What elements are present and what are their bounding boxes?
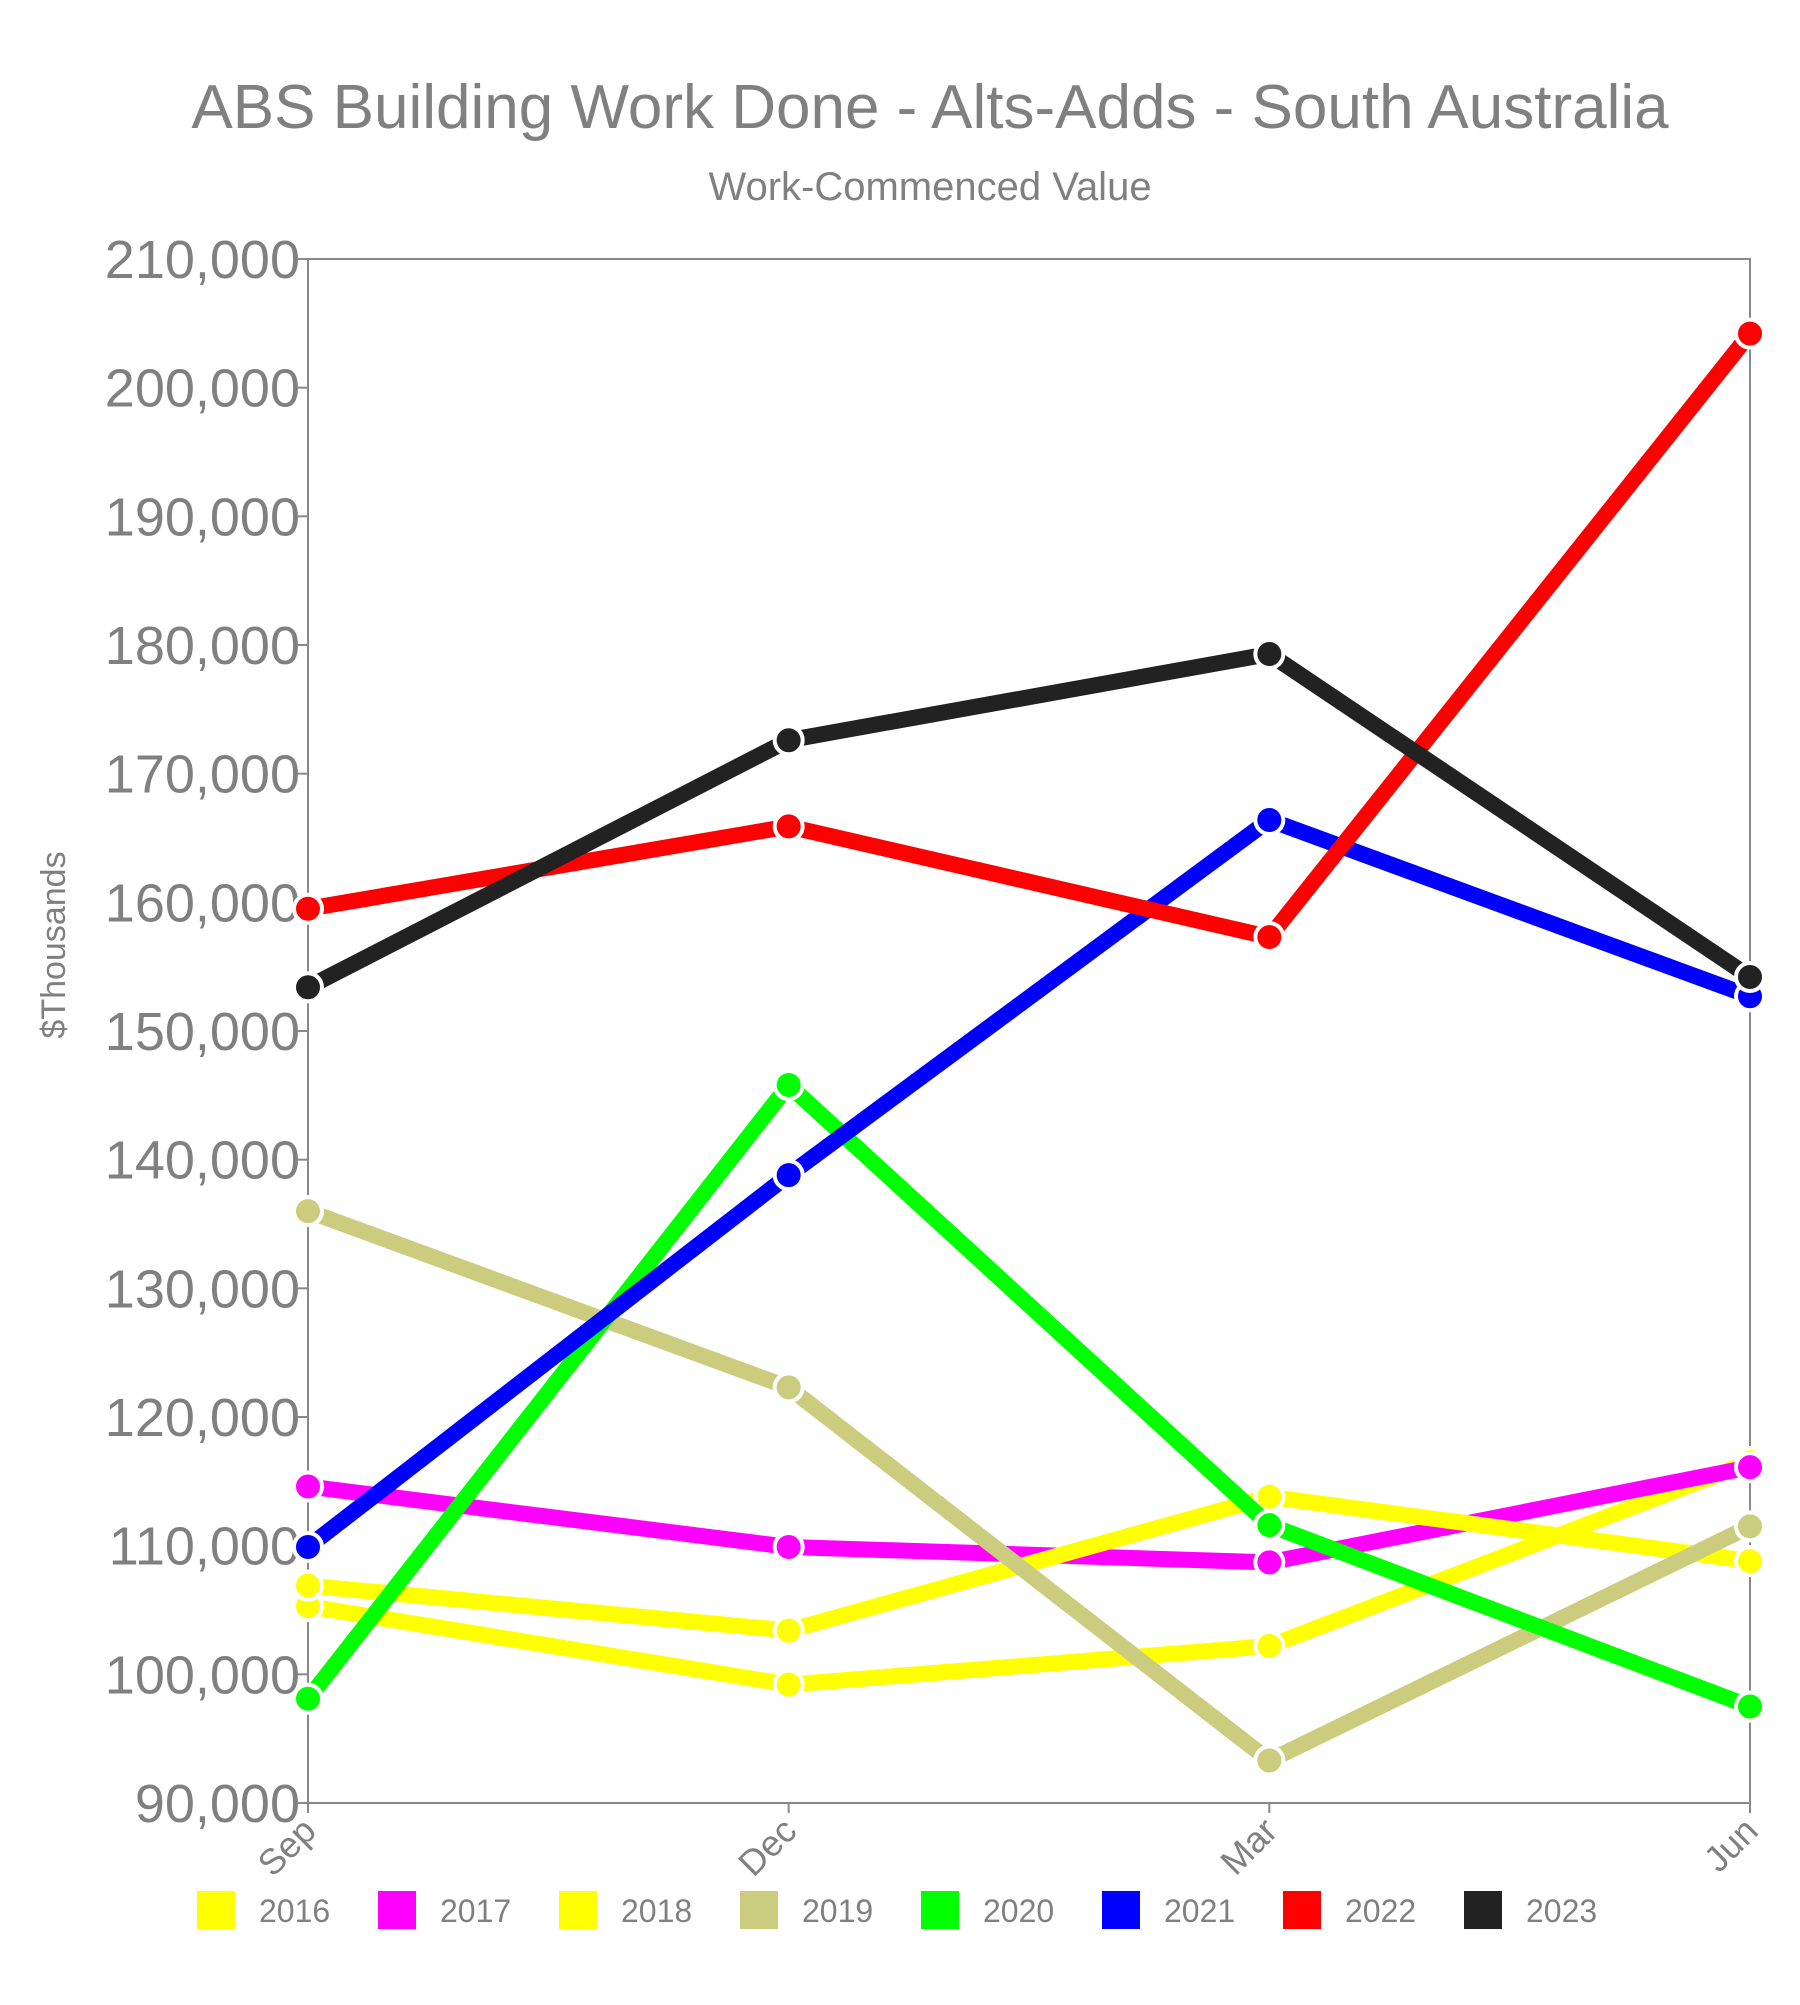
y-tick-label: 150,000: [105, 1002, 300, 1062]
data-point-2021: [292, 1530, 324, 1563]
data-point-2020: [292, 1682, 324, 1715]
legend-label-2023: 2023: [1526, 1893, 1597, 1929]
x-tick-label: Dec: [730, 1810, 804, 1884]
data-point-2023: [292, 971, 324, 1004]
y-tick-label: 140,000: [105, 1131, 300, 1191]
legend-swatch-2017: [378, 1891, 416, 1929]
data-point-2019: [292, 1195, 324, 1228]
data-point-2023: [772, 724, 805, 757]
series-line-2016: [300, 1454, 1758, 1693]
data-point-2016: [1253, 1630, 1286, 1663]
legend-label-2021: 2021: [1164, 1893, 1235, 1929]
legend-swatch-2018: [559, 1891, 597, 1929]
legend-label-2017: 2017: [440, 1893, 511, 1929]
y-tick-label: 130,000: [105, 1259, 300, 1319]
legend-swatch-2019: [740, 1891, 778, 1929]
data-point-2019: [1734, 1510, 1766, 1543]
data-point-2022: [772, 810, 805, 843]
series-2017: [292, 1451, 1766, 1579]
data-point-2020: [1253, 1509, 1286, 1542]
y-tick-label: 210,000: [105, 230, 300, 290]
data-point-2020: [1734, 1690, 1766, 1723]
legend-swatch-2021: [1102, 1891, 1140, 1929]
data-point-2022: [1734, 317, 1766, 350]
series-2022: [292, 317, 1766, 954]
y-axis-label: $Thousands: [35, 851, 73, 1038]
series-line-2019: [300, 1203, 1758, 1769]
y-tick-label: 200,000: [105, 359, 300, 419]
series-2020: [292, 1069, 1766, 1723]
legend-swatch-2016: [197, 1891, 235, 1929]
series-line-2017: [300, 1459, 1758, 1571]
data-point-2022: [1253, 921, 1286, 954]
y-tick-label: 160,000: [105, 873, 300, 933]
data-point-2019: [772, 1371, 805, 1404]
legend-item-2017: 2017: [378, 1891, 511, 1929]
series-2023: [292, 638, 1766, 1004]
y-tick-label: 110,000: [109, 1517, 300, 1577]
series-2019: [292, 1195, 1766, 1777]
y-tick-label: 180,000: [105, 616, 300, 676]
data-point-2022: [292, 892, 324, 925]
legend-label-2016: 2016: [259, 1893, 330, 1929]
legend-label-2019: 2019: [802, 1893, 873, 1929]
data-point-2019: [1253, 1744, 1286, 1777]
y-tick-label: 120,000: [105, 1388, 300, 1448]
data-point-2021: [772, 1159, 805, 1192]
series-line-2022: [300, 325, 1758, 946]
y-tick-label: 100,000: [105, 1645, 300, 1705]
series-line-2021: [300, 811, 1758, 1555]
legend-label-2020: 2020: [983, 1893, 1054, 1929]
y-tick-label: 190,000: [105, 487, 300, 547]
legend-item-2020: 2020: [921, 1891, 1054, 1929]
legend-item-2019: 2019: [740, 1891, 873, 1929]
chart-subtitle: Work-Commenced Value: [708, 165, 1151, 209]
series-line-2023: [300, 646, 1758, 996]
data-point-2023: [1734, 960, 1766, 993]
data-point-2023: [1253, 638, 1286, 671]
x-tick-label: Jun: [1696, 1810, 1766, 1880]
data-point-2017: [292, 1470, 324, 1503]
series-layer: [292, 317, 1766, 1777]
x-tick-label: Mar: [1212, 1810, 1285, 1883]
data-point-2018: [1734, 1545, 1766, 1578]
y-tick-label: 90,000: [135, 1774, 300, 1834]
legend-item-2018: 2018: [559, 1891, 692, 1929]
y-tick-label: 170,000: [105, 745, 300, 805]
data-point-2020: [772, 1069, 805, 1102]
legend-item-2016: 2016: [197, 1891, 330, 1929]
data-point-2017: [1734, 1451, 1766, 1484]
chart-title: ABS Building Work Done - Alts-Adds - Sou…: [191, 73, 1669, 142]
legend-swatch-2020: [921, 1891, 959, 1929]
series-2021: [292, 803, 1766, 1563]
data-point-2021: [1253, 803, 1286, 836]
legend-swatch-2022: [1283, 1891, 1321, 1929]
series-2018: [292, 1480, 1766, 1647]
legend-label-2022: 2022: [1345, 1893, 1416, 1929]
data-point-2016: [772, 1668, 805, 1701]
legend-item-2021: 2021: [1102, 1891, 1235, 1929]
legend-item-2023: 2023: [1464, 1891, 1597, 1929]
data-point-2018: [772, 1614, 805, 1647]
legend-swatch-2023: [1464, 1891, 1502, 1929]
series-line-2020: [300, 1077, 1758, 1715]
data-point-2017: [772, 1530, 805, 1563]
data-point-2018: [292, 1569, 324, 1602]
legend: 2016 2017 2018 2019 2020 2021 2022 2023: [197, 1891, 1597, 1929]
series-line-2018: [300, 1488, 1758, 1639]
legend-label-2018: 2018: [621, 1893, 692, 1929]
data-point-2017: [1253, 1546, 1286, 1579]
legend-item-2022: 2022: [1283, 1891, 1416, 1929]
axes: 90,000 100,000 110,000 120,000 130,000 140,00…: [105, 230, 1766, 1884]
